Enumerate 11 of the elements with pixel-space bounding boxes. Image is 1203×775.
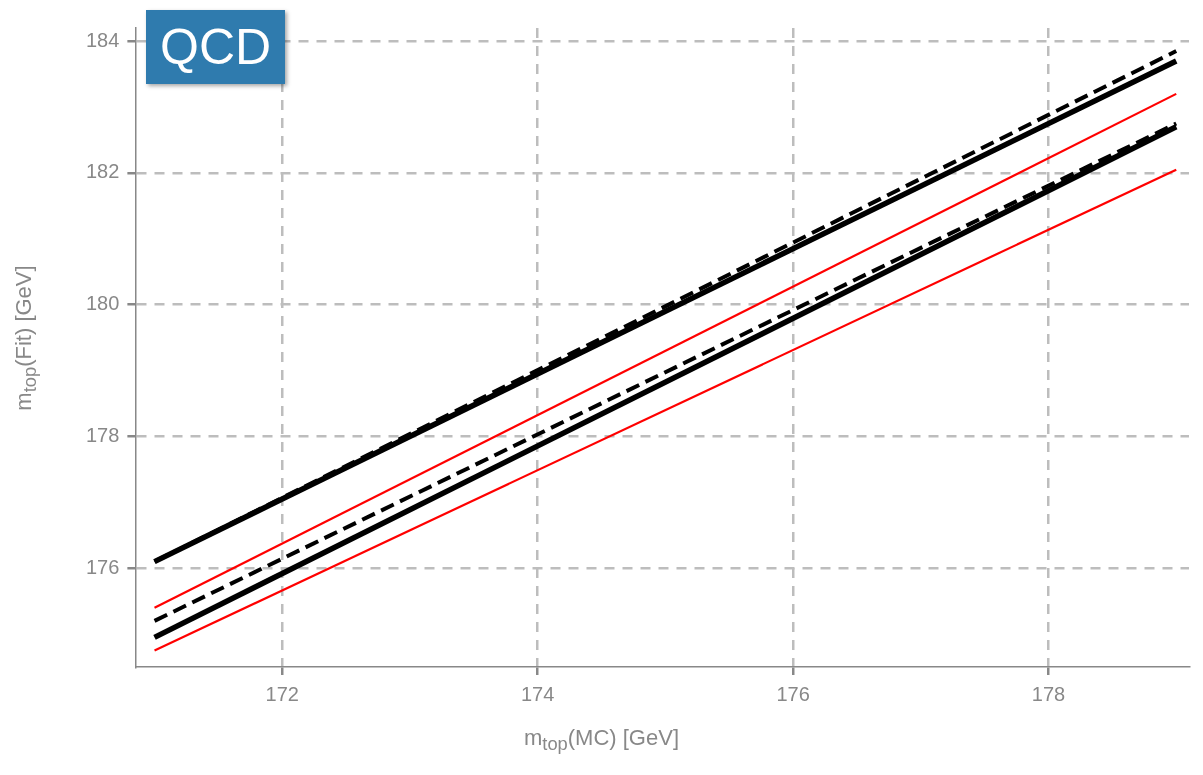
x-tick-label: 172 (265, 682, 299, 705)
x-axis-title: m$_{top}$(MC) [GeV] (522, 725, 680, 756)
x-tick-label: 178 (1031, 682, 1066, 705)
annotation: QCD (146, 10, 286, 84)
y-tick-label: 180 (85, 292, 120, 315)
y-tick-label: 176 (85, 555, 120, 578)
y-tick-label: 182 (85, 160, 120, 183)
y-tick-label: 178 (85, 423, 120, 446)
x-tick-label: 176 (776, 682, 810, 705)
x-tick-label: 174 (520, 682, 555, 705)
y-tick-label: 184 (85, 28, 120, 51)
